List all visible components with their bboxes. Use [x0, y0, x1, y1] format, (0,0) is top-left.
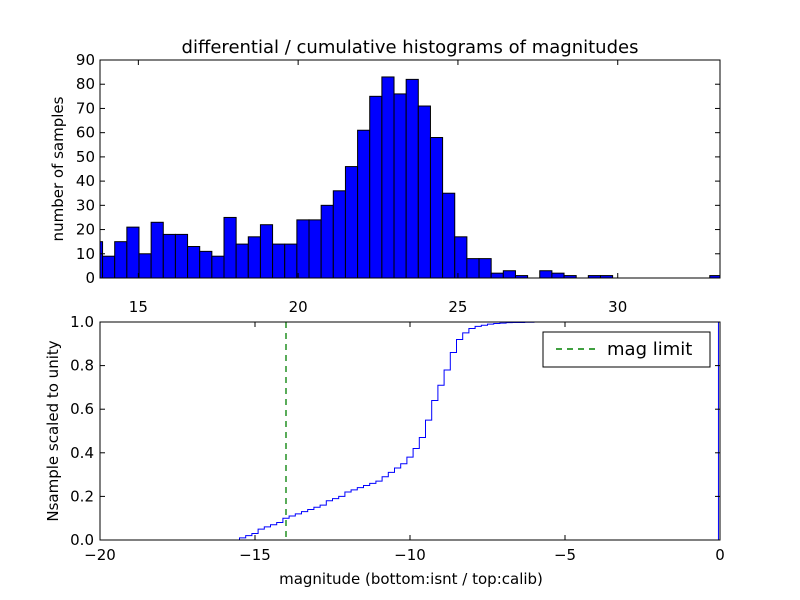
- histogram-bar: [332, 190, 346, 279]
- y-tick-label: 70: [76, 99, 95, 117]
- histogram-bar: [405, 78, 419, 279]
- histogram-bars: [99, 76, 721, 279]
- histogram-bar: [102, 255, 116, 279]
- histogram-bar: [308, 219, 322, 279]
- histogram-bar: [187, 246, 201, 279]
- histogram-bar: [393, 93, 407, 279]
- histogram-bar: [162, 233, 176, 279]
- y-tick-label: 30: [76, 196, 95, 214]
- legend: mag limit: [542, 331, 711, 368]
- histogram-bar: [150, 221, 164, 279]
- histogram-bar: [126, 226, 140, 279]
- histogram-bar: [539, 270, 553, 279]
- histogram-bar: [551, 272, 565, 279]
- x-tick-label: 15: [129, 298, 148, 316]
- y-tick-label: 0.6: [70, 400, 94, 418]
- histogram-bar: [272, 243, 286, 279]
- y-tick-label: 10: [76, 245, 95, 263]
- histogram-bar: [381, 76, 395, 279]
- x-tick-label: 25: [448, 298, 467, 316]
- histogram-bar: [199, 250, 213, 279]
- y-tick-label: 1.0: [70, 313, 94, 331]
- y-tick-label: 60: [76, 124, 95, 142]
- y-tick-label: 0.4: [70, 444, 94, 462]
- y-tick-label: 0.0: [70, 531, 94, 549]
- histogram-bar: [466, 258, 480, 279]
- cumulative-axes-frame: [99, 321, 721, 541]
- x-tick-label: −5: [554, 546, 576, 564]
- top-axis-ticks: 0 10 20 30 40 50 60 70 80 90 15 20 25 30: [76, 51, 720, 316]
- cumulative-y-label: Nsample scaled to unity: [44, 340, 62, 521]
- histogram-bar: [502, 270, 516, 279]
- histogram-bar: [357, 129, 371, 279]
- histogram-bar: [320, 204, 334, 279]
- histogram-bar: [223, 216, 237, 279]
- histogram-bar: [442, 192, 456, 279]
- x-tick-label: −20: [84, 546, 116, 564]
- chart-title: differential / cumulative histograms of …: [182, 37, 639, 58]
- bottom-axis-ticks: 0.0 0.2 0.4 0.6 0.8 1.0 −20 −15 −10 −5 0: [70, 313, 725, 564]
- x-tick-label: 0: [715, 546, 725, 564]
- histogram-bar: [235, 243, 249, 279]
- histogram-bar: [174, 233, 189, 279]
- histogram-panel: differential / cumulative histograms of …: [49, 37, 721, 316]
- y-tick-label: 40: [76, 172, 95, 190]
- histogram-bar: [296, 219, 310, 279]
- histogram-bar: [138, 253, 152, 279]
- histogram-bar: [454, 236, 468, 279]
- histogram-bar: [247, 236, 261, 279]
- y-tick-label: 90: [76, 51, 95, 69]
- histogram-bar: [114, 241, 128, 279]
- cumulative-x-label: magnitude (bottom:isnt / top:calib): [279, 570, 543, 588]
- x-tick-label: 20: [289, 298, 308, 316]
- histogram-bar: [344, 166, 359, 279]
- y-tick-label: 80: [76, 75, 95, 93]
- x-tick-label: −15: [239, 546, 271, 564]
- y-tick-label: 20: [76, 221, 95, 239]
- histogram-bar: [429, 137, 444, 279]
- y-tick-label: 50: [76, 148, 95, 166]
- histogram-bar: [211, 255, 225, 279]
- cumulative-step-line: [100, 321, 719, 541]
- histogram-y-label: number of samples: [49, 96, 67, 241]
- x-tick-label: −10: [394, 546, 426, 564]
- cumulative-series: [100, 321, 719, 541]
- y-tick-label: 0: [85, 269, 95, 287]
- histogram-axes-frame: [99, 59, 721, 279]
- histogram-bar: [369, 95, 383, 279]
- histogram-bar: [478, 258, 492, 279]
- x-tick-label: 30: [608, 298, 627, 316]
- histogram-bar: [259, 224, 274, 279]
- cumulative-panel: 0.0 0.2 0.4 0.6 0.8 1.0 −20 −15 −10 −5 0 magnitude…: [44, 313, 725, 588]
- legend-label-mag-limit: mag limit: [607, 339, 692, 360]
- histogram-bar: [417, 105, 431, 279]
- histogram-bar: [490, 272, 504, 279]
- y-tick-label: 0.2: [70, 487, 94, 505]
- histogram-bar: [284, 243, 298, 279]
- y-tick-label: 0.8: [70, 357, 94, 375]
